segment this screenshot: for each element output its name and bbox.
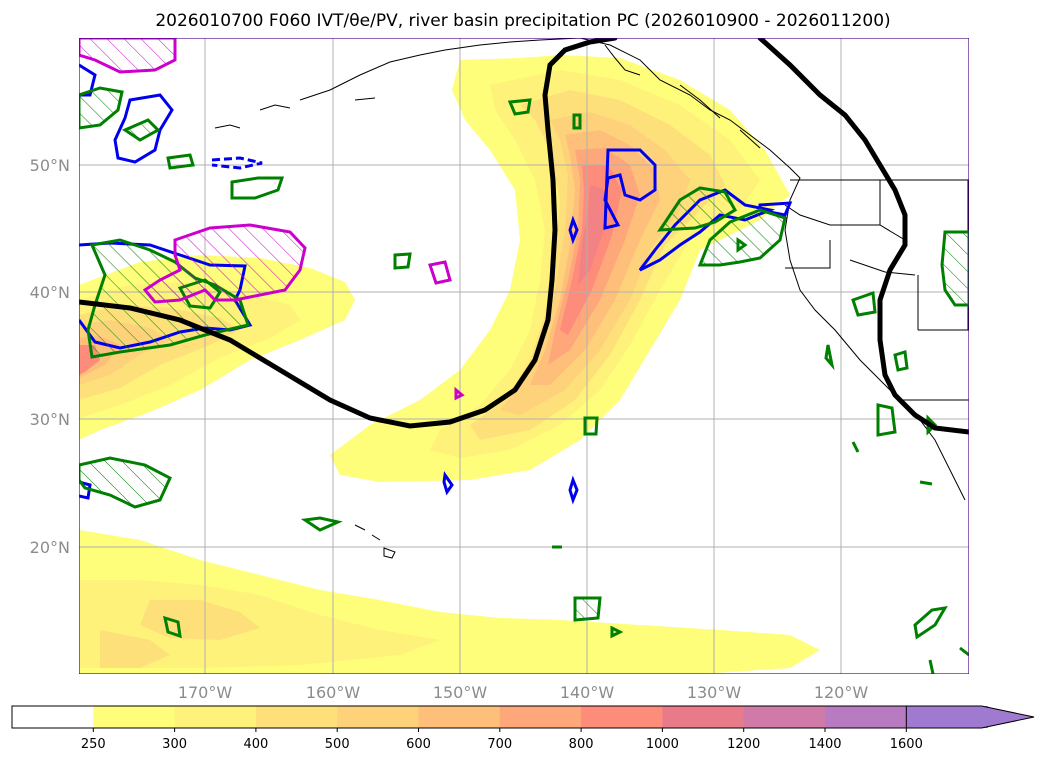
lon-label-120w: 120°W [814,683,869,702]
colorbar-extend-arrow [905,705,1035,729]
colorbar-segment [662,706,745,728]
colorbar-level-label: 1000 [646,737,679,752]
colorbar-level-label: 600 [406,737,431,752]
lat-label-50: 50°N [30,156,70,175]
colorbar-segment [825,706,907,728]
colorbar-segment [337,706,419,728]
colorbar-segment [174,706,257,728]
colorbar-segment [743,706,826,728]
colorbar-level-label: 1200 [727,737,760,752]
map-title: 2026010700 F060 IVT/θe/PV, river basin p… [155,11,890,31]
lat-labels: 50°N 40°N 30°N 20°N [30,156,70,557]
colorbar-segment [499,706,582,728]
lon-label-130w: 130°W [687,683,742,702]
coastlines [214,38,969,559]
colorbar-level-label: 1400 [808,737,841,752]
pv-contours-magenta [79,38,465,401]
colorbar-level-label: 300 [162,737,187,752]
colorbar-level-label: 500 [325,737,350,752]
colorbar-level-label: 800 [569,737,594,752]
ivt-south-band [79,530,820,674]
colorbar-frame [11,705,907,729]
lon-label-150w: 150°W [433,683,488,702]
lat-label-30: 30°N [30,410,70,429]
lon-label-140w: 140°W [560,683,615,702]
colorbar-level-label: 400 [243,737,268,752]
colorbar-level-label: 700 [487,737,512,752]
colorbar-segment [418,706,501,728]
map-panel [79,38,969,674]
lat-label-20: 20°N [30,538,70,557]
ivt-atmospheric-river [330,55,790,482]
colorbar-level-label: 1600 [890,737,923,752]
colorbar-segment [255,706,338,728]
colorbar: 250 300 400 500 600 700 800 1000 1200 1400 1600 [11,705,1035,752]
theta-e-contour [79,38,969,435]
colorbar-level-label: 250 [81,737,106,752]
colorbar-segment [93,706,176,728]
lon-label-170w: 170°W [178,683,233,702]
colorbar-segment [581,706,663,728]
lon-labels: 170°W 160°W 150°W 140°W 130°W 120°W [178,683,869,702]
colorbar-segment [12,706,94,728]
lat-label-40: 40°N [30,283,70,302]
lon-label-160w: 160°W [306,683,361,702]
